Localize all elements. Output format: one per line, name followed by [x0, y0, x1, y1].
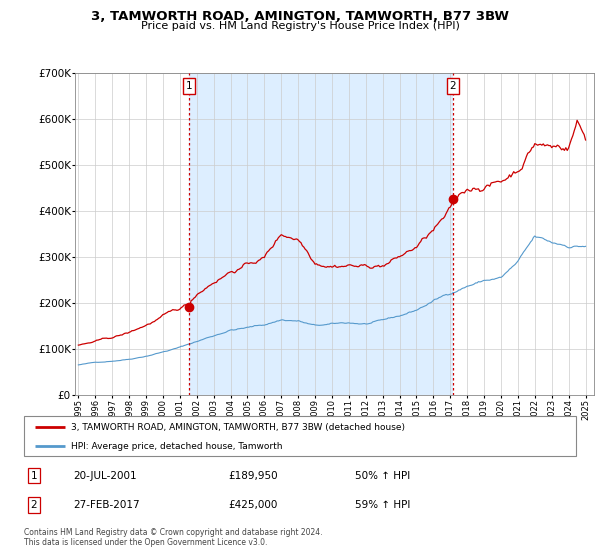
- Text: 20-JUL-2001: 20-JUL-2001: [74, 470, 137, 480]
- Text: Contains HM Land Registry data © Crown copyright and database right 2024.
This d: Contains HM Land Registry data © Crown c…: [24, 528, 323, 547]
- Text: 2: 2: [31, 500, 37, 510]
- Text: 1: 1: [31, 470, 37, 480]
- Text: 50% ↑ HPI: 50% ↑ HPI: [355, 470, 410, 480]
- Text: 2: 2: [449, 81, 457, 91]
- Text: 3, TAMWORTH ROAD, AMINGTON, TAMWORTH, B77 3BW (detached house): 3, TAMWORTH ROAD, AMINGTON, TAMWORTH, B7…: [71, 423, 405, 432]
- Bar: [189, 73, 453, 395]
- Text: £189,950: £189,950: [228, 470, 278, 480]
- Text: £425,000: £425,000: [228, 500, 278, 510]
- Text: Price paid vs. HM Land Registry's House Price Index (HPI): Price paid vs. HM Land Registry's House …: [140, 21, 460, 31]
- Text: HPI: Average price, detached house, Tamworth: HPI: Average price, detached house, Tamw…: [71, 442, 283, 451]
- Text: 27-FEB-2017: 27-FEB-2017: [74, 500, 140, 510]
- Text: 1: 1: [185, 81, 192, 91]
- Text: 59% ↑ HPI: 59% ↑ HPI: [355, 500, 410, 510]
- Text: 3, TAMWORTH ROAD, AMINGTON, TAMWORTH, B77 3BW: 3, TAMWORTH ROAD, AMINGTON, TAMWORTH, B7…: [91, 10, 509, 22]
